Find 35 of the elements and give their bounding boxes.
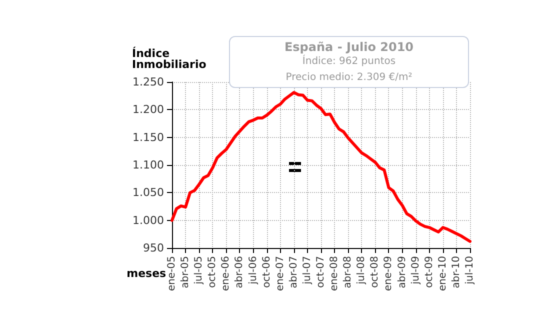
x-tick-label: jul-09 bbox=[410, 256, 422, 286]
x-tick-label: jul-06 bbox=[248, 256, 259, 286]
x-tick-label: ene-08 bbox=[329, 256, 340, 291]
line-series bbox=[170, 91, 472, 243]
x-tick-label: ene-07 bbox=[274, 256, 286, 291]
x-tick-label: jul-10 bbox=[464, 256, 476, 286]
x-tick-label: abr-07 bbox=[288, 256, 300, 288]
x-tick-label: jul-07 bbox=[302, 256, 313, 286]
x-axis-title: meses bbox=[126, 267, 167, 280]
y-axis-title: Índice Inmobiliario bbox=[132, 46, 207, 71]
x-tick-label: oct-07 bbox=[316, 256, 326, 288]
x-tick-label: abr-09 bbox=[396, 256, 408, 288]
x-tick-label: oct-06 bbox=[261, 256, 272, 288]
callout-box: España - Julio 2010 Índice: 962 puntos Precio medio: 2.309 €/m² bbox=[229, 36, 469, 88]
x-tick-label: ene-09 bbox=[383, 256, 394, 291]
x-tick-label: oct-09 bbox=[424, 256, 435, 288]
x-tick-label: abr-06 bbox=[234, 256, 246, 288]
y-tick-label: 950 bbox=[143, 242, 164, 254]
x-tick-label: abr-10 bbox=[450, 256, 462, 288]
x-tick-label: ene-05 bbox=[166, 256, 178, 291]
x-tick-label: oct-05 bbox=[207, 256, 218, 288]
x-tick-label: ene-06 bbox=[220, 256, 232, 291]
y-tick-label: 1.000 bbox=[132, 214, 164, 227]
annotation: Precio medio: 2.309 €/m² bbox=[284, 72, 414, 83]
x-tick-label: abr-08 bbox=[342, 256, 354, 288]
y-tick-label: 1.150 bbox=[132, 130, 164, 144]
x-tick-label: jul-05 bbox=[194, 256, 205, 286]
x-tick-label: jul-08 bbox=[356, 256, 368, 286]
y-tick-label: 1.250 bbox=[132, 76, 164, 88]
y-tick-label: 1.050 bbox=[132, 186, 164, 200]
x-tick-label: abr-05 bbox=[180, 256, 192, 288]
y-tick-label: 1.200 bbox=[132, 103, 164, 116]
x-tick-label: oct-08 bbox=[370, 256, 381, 288]
x-tick-label: ene-10 bbox=[437, 256, 448, 291]
y-tick-label: 1.100 bbox=[132, 158, 164, 172]
